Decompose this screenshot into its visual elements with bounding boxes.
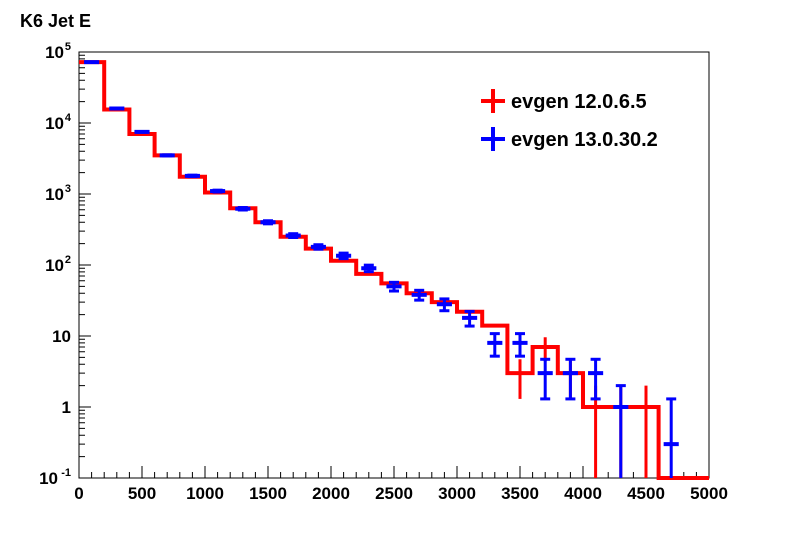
legend-label-series-2: evgen 13.0.30.2 [511,129,658,151]
legend-label-series-1: evgen 12.0.6.5 [511,91,647,113]
x-tick-label: 4000 [564,484,602,503]
y-tick-label: 10 [45,43,64,62]
data-point-series-2 [613,384,629,478]
data-point-series-2 [336,251,352,261]
data-point-series-2 [310,243,326,251]
data-point-series-2 [260,219,276,226]
data-point-series-2 [386,280,402,293]
y-tick-exponent: 3 [65,183,71,195]
series-layer [79,60,709,480]
y-tick-label: 10 [45,256,64,275]
y-tick-exponent: -1 [61,467,71,479]
x-tick-labels: 0 500 1000 1500 2000 2500 3000 3500 4000 4500 5000 [74,484,728,503]
legend: evgen 12.0.6.5 evgen 13.0.30.2 [481,89,658,151]
x-tick-label: 0 [74,484,83,503]
data-point-series-2 [210,188,226,194]
x-tick-label: 3000 [438,484,476,503]
data-point-series-2 [235,206,251,212]
y-tick-label: 10 [39,469,58,488]
data-point-series-2 [361,263,377,274]
x-tick-label: 4500 [627,484,665,503]
data-point-series-2 [436,297,452,313]
data-point-series-2 [487,332,503,358]
y-tick-exponent: 4 [65,112,72,124]
legend-entry-series-2: evgen 13.0.30.2 [481,127,658,151]
x-tick-label: 1500 [249,484,287,503]
data-point-series-2 [159,153,175,158]
y-tick-exponent: 5 [65,41,71,53]
data-point-series-2 [285,232,301,239]
data-point-series-2 [134,129,150,134]
data-point-series-2 [562,357,578,401]
data-point-series-2 [663,397,679,478]
x-tick-label: 1000 [186,484,224,503]
x-tick-label: 500 [128,484,156,503]
data-point-series-2 [109,106,125,111]
y-tick-label: 10 [52,327,71,346]
axis-ticks [78,51,710,479]
data-point-series-2 [411,288,427,302]
chart-title: K6 Jet E [20,11,91,31]
data-point-series-2 [184,173,200,179]
x-tick-label: 2000 [312,484,350,503]
y-tick-label: 10 [45,185,64,204]
data-point-series-2 [512,332,528,358]
data-point-series-2 [537,357,553,401]
x-tick-label: 3500 [501,484,539,503]
y-tick-label: 1 [62,398,71,417]
data-point-series-2 [588,357,604,401]
data-point-series-2 [462,309,478,328]
x-tick-label: 2500 [375,484,413,503]
y-tick-label: 10 [45,114,64,133]
y-tick-exponent: 2 [65,254,71,266]
plot-frame [78,51,710,479]
x-tick-label: 5000 [690,484,728,503]
legend-entry-series-1: evgen 12.0.6.5 [481,89,647,113]
